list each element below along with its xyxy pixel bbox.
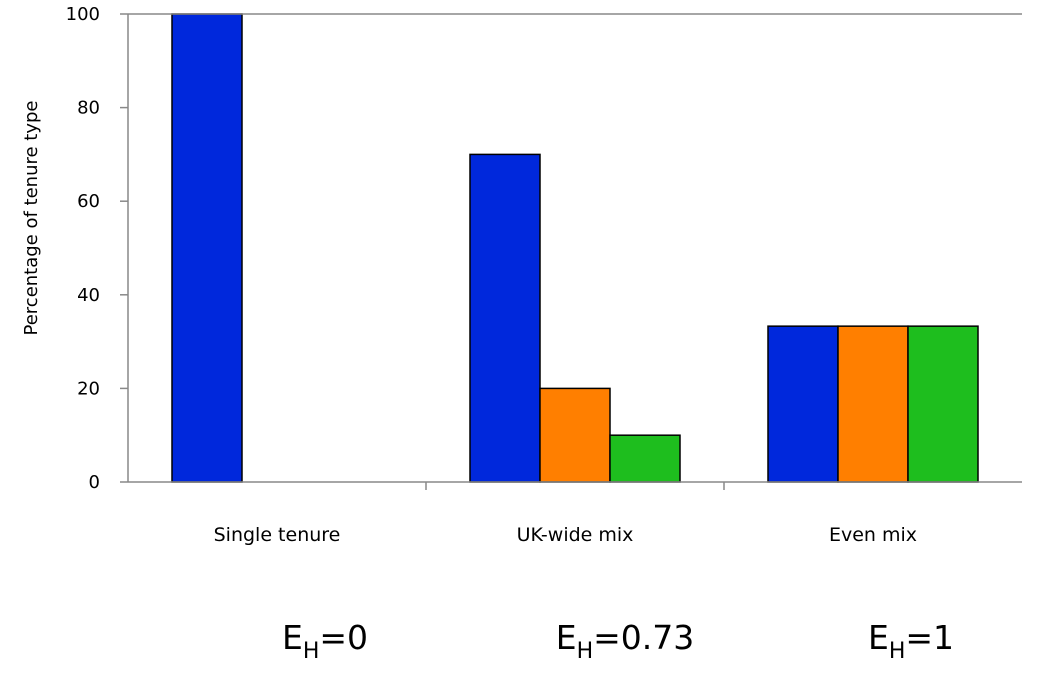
y-tick-label-100: 100 [66, 4, 100, 25]
y-tick-label-40: 40 [77, 285, 100, 306]
annotation-subscript: H [576, 639, 594, 664]
y-tick-label-60: 60 [77, 191, 100, 212]
y-tick-label-20: 20 [77, 378, 100, 399]
category-label-uk-wide-mix: UK-wide mix [517, 524, 634, 546]
y-ticks-group: 0 20 40 60 80 100 [66, 4, 128, 493]
category-label-even-mix: Even mix [829, 524, 917, 546]
evenness-annotation-1: EH=0 [282, 618, 368, 664]
bar-series2-even-mix [837, 325, 909, 483]
annotation-value: =0 [319, 618, 369, 657]
y-tick-label-80: 80 [77, 98, 100, 119]
y-axis-label: Percentage of tenure type [21, 100, 42, 335]
category-label-single-tenure: Single tenure [214, 524, 341, 546]
annotation-value: =0.73 [593, 618, 695, 657]
annotation-symbol: E [281, 618, 303, 657]
annotation-subscript: H [888, 639, 906, 664]
bar-series3-uk-wide-mix [609, 434, 681, 483]
bars-group [171, 13, 979, 483]
annotation-symbol: E [555, 618, 577, 657]
y-tick-label-0: 0 [89, 472, 100, 493]
bar-series3-even-mix [907, 325, 979, 483]
bar-series1-even-mix [767, 325, 839, 483]
annotation-value: =1 [905, 618, 955, 657]
bar-series2-uk-wide-mix [539, 387, 611, 483]
evenness-annotation-3: EH=1 [868, 618, 954, 664]
category-labels-group: Single tenure UK-wide mix Even mix [214, 524, 917, 546]
bar-series1-single-tenure [171, 13, 243, 483]
x-ticks-group [425, 482, 725, 490]
annotation-subscript: H [302, 639, 320, 664]
bar-series1-uk-wide-mix [469, 153, 541, 483]
annotation-symbol: E [867, 618, 889, 657]
evenness-annotation-2: EH=0.73 [556, 618, 695, 664]
